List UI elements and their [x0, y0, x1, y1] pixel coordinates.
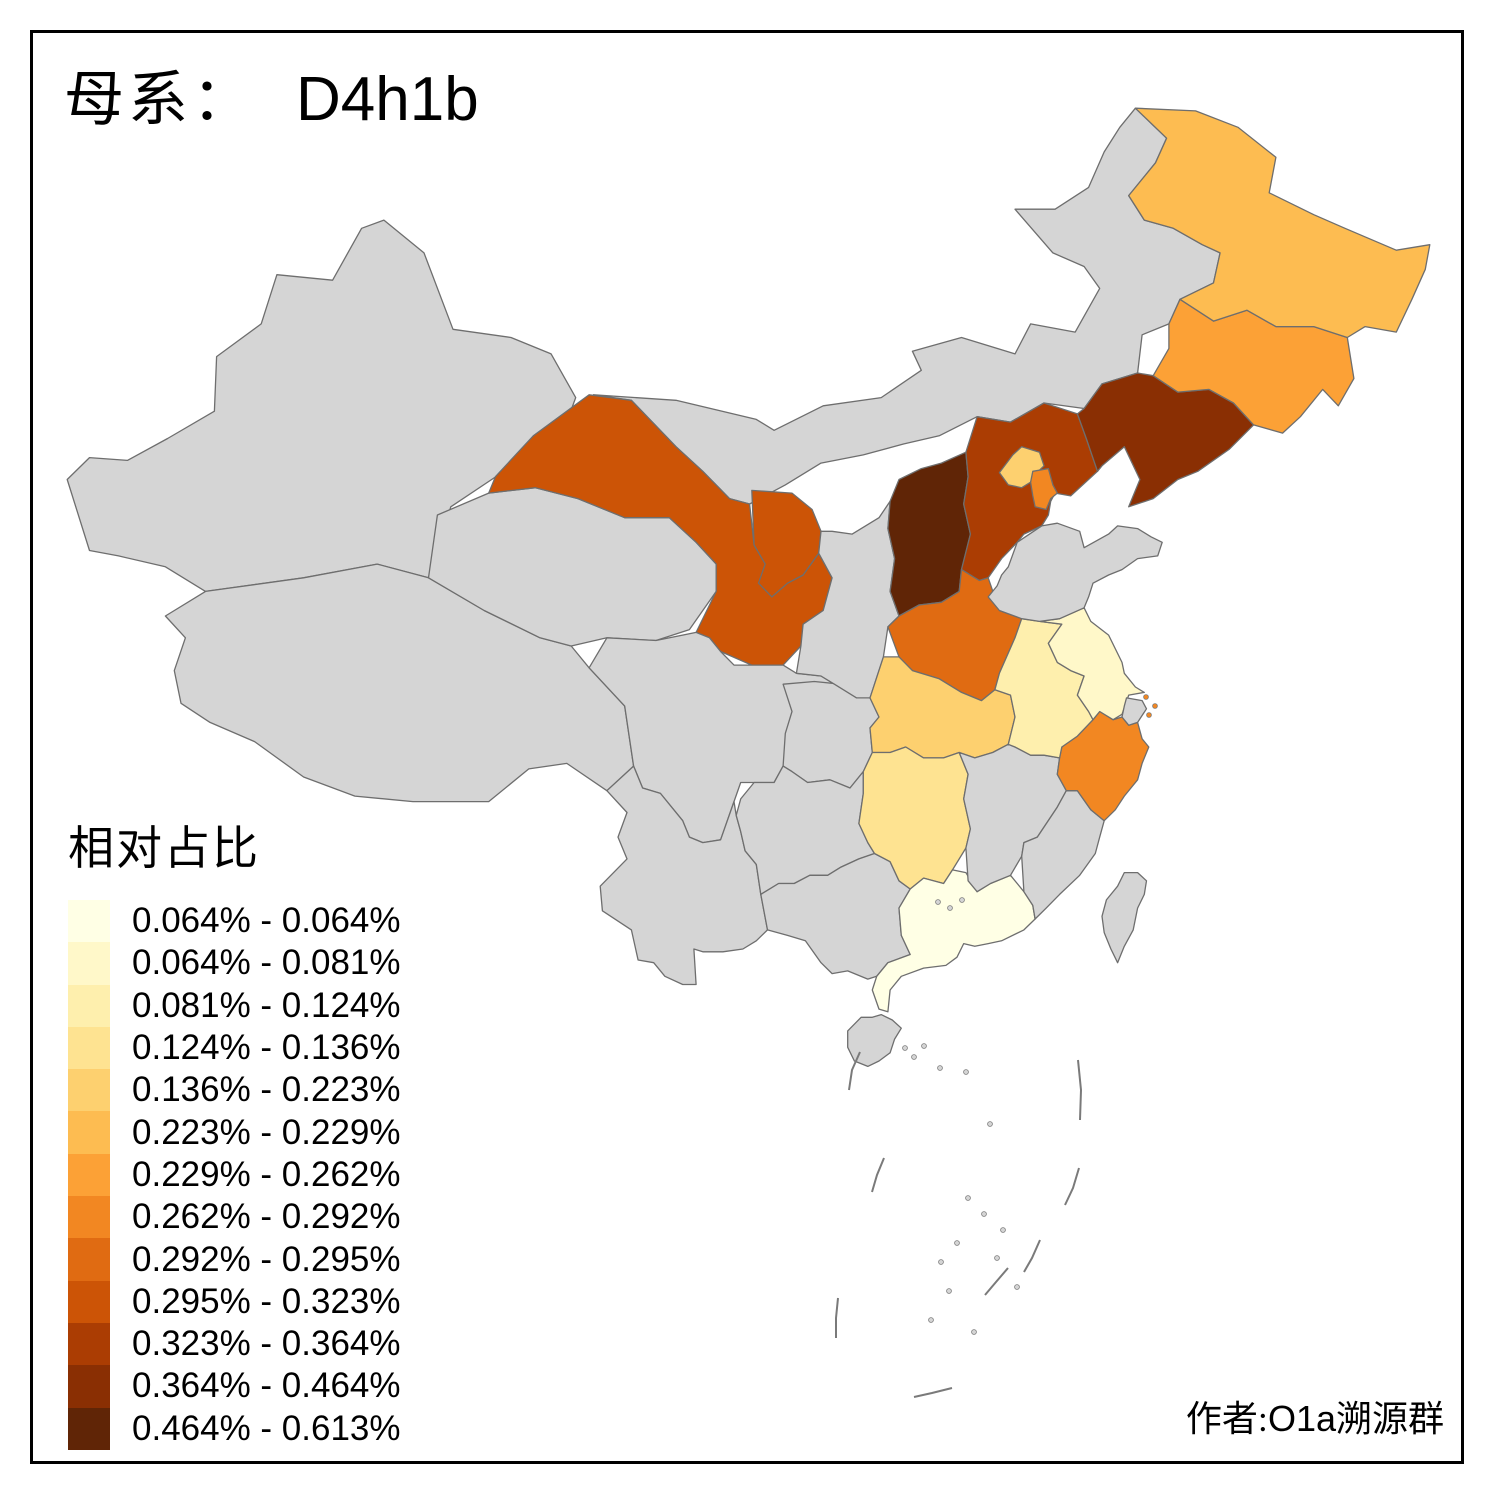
province-tianjin	[1029, 467, 1058, 511]
islet	[954, 1240, 960, 1246]
legend-swatch	[68, 1280, 110, 1323]
islet	[963, 1069, 969, 1075]
page-title: 母系： D4h1b	[64, 65, 479, 134]
legend-swatch	[68, 900, 110, 943]
legend-swatch	[68, 1196, 110, 1239]
legend-item: 0.323% - 0.364%	[68, 1322, 401, 1366]
legend-range-label: 0.295% - 0.323%	[132, 1281, 401, 1321]
province-jiangsu	[1038, 607, 1145, 721]
legend-item: 0.262% - 0.292%	[68, 1196, 401, 1239]
legend: 相对占比 0.064% - 0.064% 0.064% - 0.081% 0.081…	[68, 812, 401, 1450]
legend-item: 0.081% - 0.124%	[68, 984, 401, 1027]
sea-boundary-dash	[835, 1297, 839, 1338]
legend-swatch	[68, 1026, 110, 1070]
title-prefix: 母系：	[64, 67, 256, 133]
islet	[928, 1317, 934, 1323]
islet-colored	[1143, 694, 1149, 700]
sea-boundary-dash	[1023, 1239, 1041, 1273]
legend-item: 0.223% - 0.229%	[68, 1111, 401, 1154]
province-guangdong	[871, 869, 1036, 1013]
legend-item: 0.064% - 0.064%	[68, 900, 401, 943]
islet	[994, 1255, 1000, 1261]
legend-item: 0.229% - 0.262%	[68, 1153, 401, 1197]
islet	[1014, 1284, 1020, 1290]
province-shandong	[987, 522, 1163, 623]
islet-colored	[1152, 703, 1158, 709]
province-yunnan	[599, 765, 769, 986]
islet	[987, 1121, 993, 1127]
legend-item: 0.464% - 0.613%	[68, 1407, 401, 1450]
legend-range-label: 0.464% - 0.613%	[132, 1408, 401, 1448]
legend-range-label: 0.064% - 0.064%	[132, 901, 401, 941]
province-heilongjiang	[1128, 107, 1431, 339]
legend-range-label: 0.364% - 0.464%	[132, 1366, 401, 1406]
province-ningxia	[751, 489, 822, 598]
legend-item: 0.295% - 0.323%	[68, 1280, 401, 1323]
legend-swatch	[68, 1407, 110, 1450]
legend-range-label: 0.262% - 0.292%	[132, 1197, 401, 1237]
legend-item: 0.064% - 0.081%	[68, 942, 401, 985]
islet	[971, 1329, 977, 1335]
legend-range-label: 0.323% - 0.364%	[132, 1324, 401, 1364]
legend-swatch	[68, 1111, 110, 1154]
legend-swatch	[68, 1069, 110, 1112]
legend-item: 0.292% - 0.295%	[68, 1238, 401, 1281]
province-taiwan	[1101, 871, 1148, 964]
attribution-prefix: 作者:	[1185, 1399, 1268, 1439]
legend-range-label: 0.081% - 0.124%	[132, 985, 401, 1025]
sea-boundary-dash	[1064, 1167, 1080, 1206]
islet	[935, 899, 941, 905]
province-shanghai	[1121, 697, 1148, 726]
legend-range-label: 0.136% - 0.223%	[132, 1070, 401, 1110]
islet	[946, 1288, 952, 1294]
legend-item: 0.124% - 0.136%	[68, 1026, 401, 1070]
attribution-suffix: 溯源群	[1335, 1399, 1444, 1439]
islet	[981, 1211, 987, 1217]
legend-swatch	[68, 984, 110, 1027]
sea-boundary-dash	[913, 1387, 953, 1398]
legend-range-label: 0.292% - 0.295%	[132, 1239, 401, 1279]
attribution-group: O1a	[1267, 1398, 1336, 1439]
legend-swatch	[68, 1238, 110, 1281]
legend-range-label: 0.124% - 0.136%	[132, 1028, 401, 1068]
legend-items: 0.064% - 0.064% 0.064% - 0.081% 0.081% - 0…	[68, 900, 401, 1450]
islet	[938, 1259, 944, 1265]
legend-item: 0.364% - 0.464%	[68, 1365, 401, 1408]
islet	[921, 1043, 927, 1049]
title-haplogroup: D4h1b	[296, 65, 479, 134]
islet	[965, 1195, 971, 1201]
islet	[959, 897, 965, 903]
legend-swatch	[68, 1322, 110, 1366]
province-hainan	[847, 1013, 902, 1068]
legend-swatch	[68, 1365, 110, 1408]
legend-range-label: 0.229% - 0.262%	[132, 1154, 401, 1194]
islet-colored	[1146, 712, 1152, 718]
islet	[947, 905, 953, 911]
legend-range-label: 0.064% - 0.081%	[132, 943, 401, 983]
islet	[911, 1054, 917, 1060]
sea-boundary-dash	[871, 1157, 885, 1193]
sea-boundary-dash	[984, 1267, 1009, 1296]
sea-boundary-dash	[1077, 1059, 1083, 1121]
islet	[902, 1045, 908, 1051]
legend-swatch	[68, 1153, 110, 1197]
islet	[1000, 1227, 1006, 1233]
attribution: 作者:O1a溯源群	[1186, 1390, 1444, 1442]
legend-title: 相对占比	[68, 823, 260, 874]
legend-item: 0.136% - 0.223%	[68, 1069, 401, 1112]
legend-swatch	[68, 942, 110, 985]
legend-range-label: 0.223% - 0.229%	[132, 1112, 401, 1152]
sea-boundary-dash	[848, 1051, 861, 1091]
islet	[937, 1065, 943, 1071]
